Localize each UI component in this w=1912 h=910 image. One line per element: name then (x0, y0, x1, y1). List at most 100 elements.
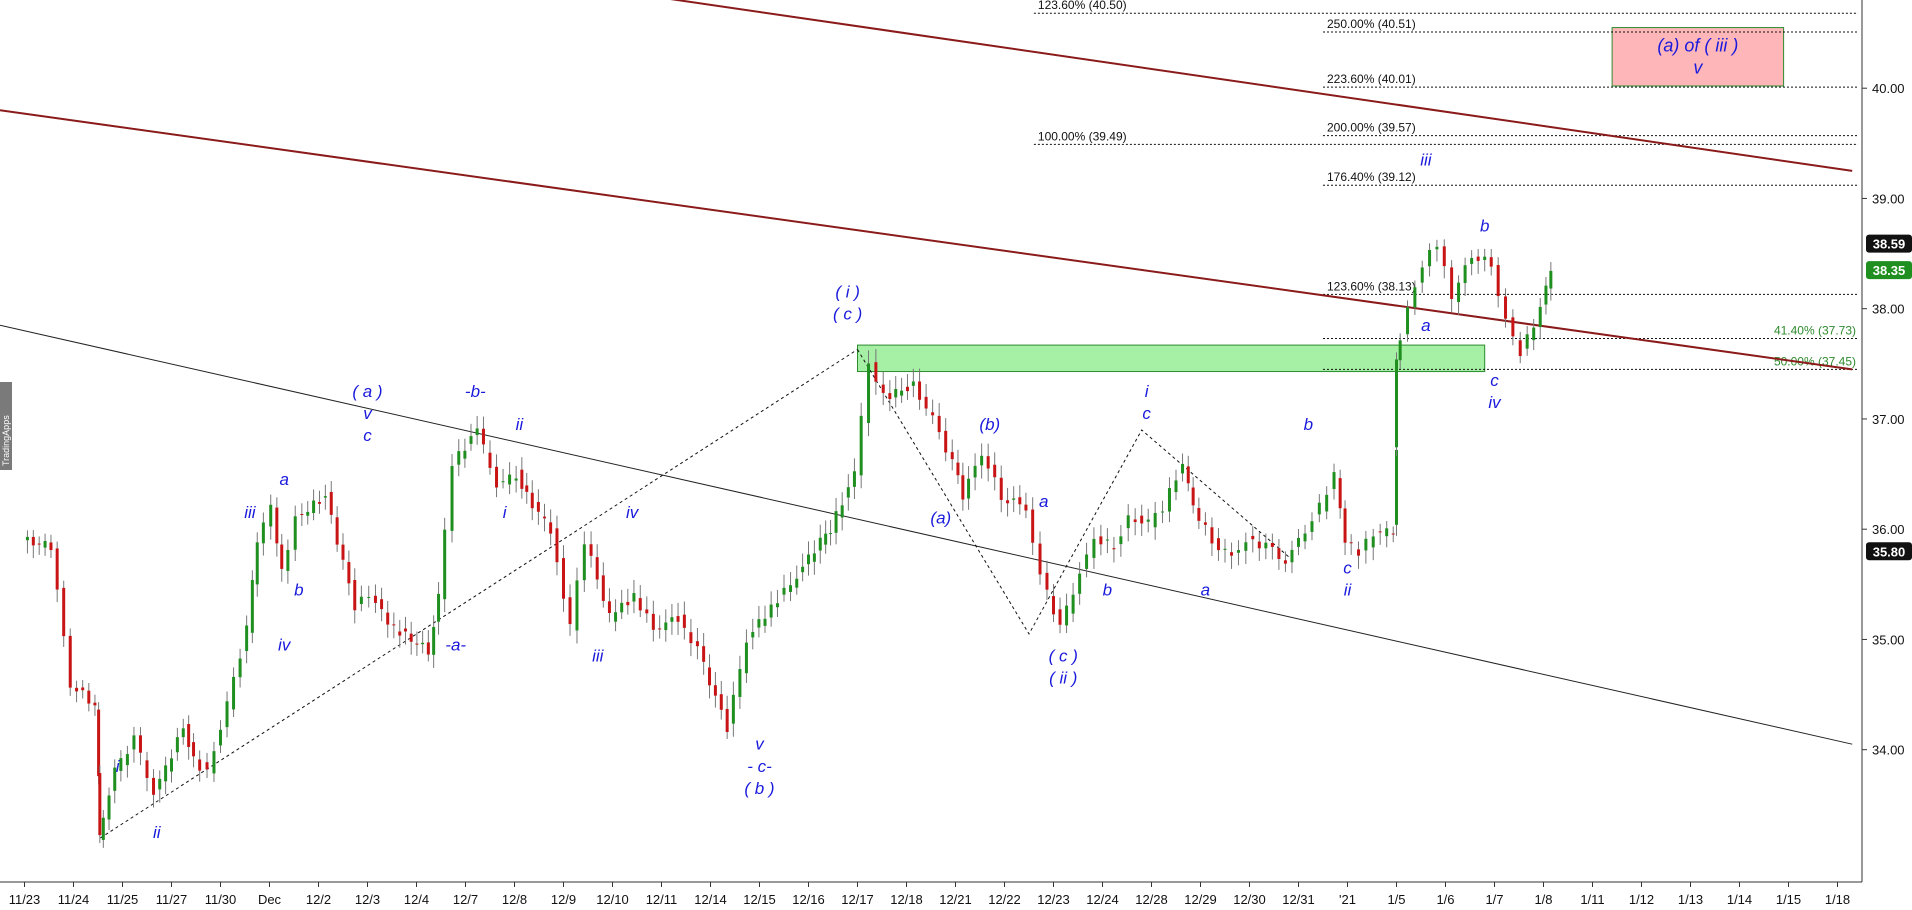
x-tick-label: 12/23 (1037, 892, 1070, 907)
x-tick-label: 1/11 (1580, 892, 1604, 907)
candle-body (97, 709, 101, 777)
target-box-label: v (1693, 58, 1703, 78)
candle-body (905, 386, 909, 392)
target-box (1611, 27, 1785, 87)
candle-body (744, 642, 748, 674)
candle-body (543, 516, 547, 519)
candle-body (1133, 519, 1137, 523)
fib-level-label: 200.00% (39.57) (1327, 121, 1416, 135)
fib-level-label: 41.40% (37.73) (1774, 323, 1856, 337)
candle-body (306, 511, 310, 516)
candle-body (1391, 533, 1395, 535)
x-tick-label: 12/24 (1086, 892, 1119, 907)
candle-body (469, 436, 473, 444)
candle-body (1518, 340, 1522, 357)
candle-body (1244, 542, 1248, 551)
x-tick-label: 12/18 (890, 892, 923, 907)
wave-label: c (363, 426, 372, 445)
candle-body (918, 381, 922, 400)
wave-label: ( ii ) (1049, 669, 1077, 688)
candle-body (676, 616, 680, 622)
wave-label: ( c ) (833, 305, 862, 324)
wave-connector (100, 349, 858, 839)
wave-label: ii (516, 415, 525, 434)
candle-body (1428, 250, 1432, 267)
wave-label: (b) (979, 415, 1000, 434)
candle-body (1236, 550, 1240, 553)
candle-body (911, 381, 915, 386)
candle-body (329, 491, 333, 515)
candle-body (132, 735, 136, 750)
candle-body (432, 626, 436, 655)
price-tag-label: 35.80 (1873, 544, 1906, 559)
candle-body (682, 614, 686, 628)
candle-body (1203, 522, 1207, 525)
candle-body (300, 514, 304, 516)
candle-body (1264, 542, 1268, 549)
candle-body (713, 685, 717, 696)
candle-body (81, 687, 85, 691)
candle-body (1031, 509, 1035, 543)
candle-body (973, 465, 977, 478)
candle-body (192, 742, 196, 757)
x-tick-label: 11/30 (205, 892, 237, 907)
candle-body (795, 578, 799, 588)
candle-body (589, 544, 593, 556)
candle-body (426, 642, 430, 655)
candle-body (1413, 287, 1417, 308)
candle-body (1052, 596, 1055, 615)
y-tick-label: 38.00 (1872, 302, 1905, 317)
candle-body (1525, 334, 1529, 349)
candle-body (1378, 531, 1382, 533)
candle-body (347, 562, 351, 584)
candle-body (620, 602, 624, 613)
wave-label: b (1103, 580, 1112, 599)
candle-body (373, 595, 377, 603)
candle-body (575, 580, 579, 631)
candle-body (582, 544, 586, 581)
candle-body (158, 778, 162, 790)
wave-label: c (1142, 404, 1151, 423)
candle-body (530, 492, 534, 509)
candle-body (1174, 480, 1178, 493)
candle-body (198, 759, 202, 771)
candle-body (250, 580, 254, 633)
wave-label: ( c ) (1049, 647, 1078, 666)
wave-label: c (1490, 371, 1499, 390)
candle-body (956, 462, 960, 476)
candle-body (840, 505, 844, 518)
candle-body (107, 795, 111, 820)
wave-label: b (1304, 415, 1313, 434)
candle-body (93, 702, 97, 706)
candle-body (980, 455, 984, 466)
candle-body (967, 478, 971, 499)
y-tick-label: 34.00 (1872, 743, 1905, 758)
candle-body (212, 751, 216, 774)
candle-body (392, 624, 396, 626)
candle-body (170, 758, 173, 772)
candle-body (719, 694, 723, 710)
candle-body (555, 528, 559, 563)
x-tick-label: 1/12 (1629, 892, 1654, 907)
candle-body (55, 548, 59, 590)
candle-body (1511, 317, 1515, 337)
wave-label: a (279, 470, 288, 489)
candle-body (1398, 340, 1402, 361)
candle-body (75, 687, 79, 692)
candle-body (495, 466, 499, 488)
x-tick-label: 12/9 (551, 892, 576, 907)
candle-body (638, 598, 642, 611)
candle-body (961, 475, 965, 500)
candle-body (993, 464, 997, 478)
candle-body (312, 500, 316, 514)
candle-body (437, 593, 441, 622)
candle-body (549, 522, 553, 534)
candle-body (138, 735, 142, 753)
candle-body (894, 388, 898, 398)
candle-body (1442, 246, 1446, 267)
candle-body (867, 363, 871, 423)
candle-body (520, 469, 524, 489)
candle-body (881, 384, 885, 393)
candle-body (595, 557, 599, 580)
